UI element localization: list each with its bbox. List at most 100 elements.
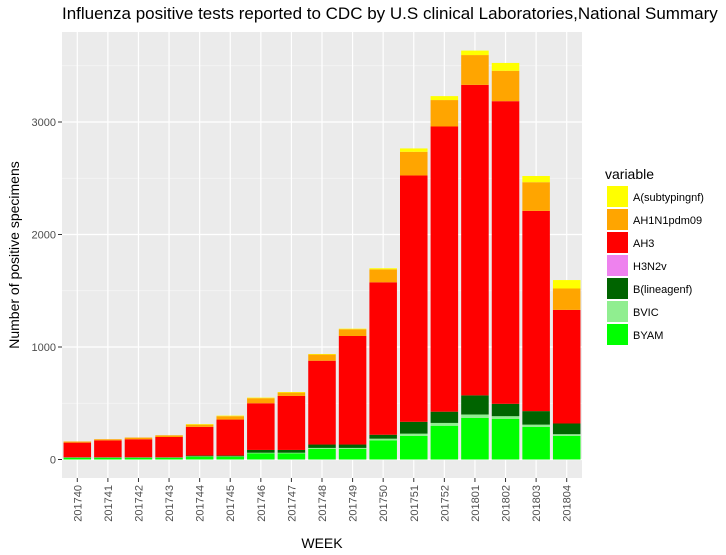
x-tick-label: 201741 [103, 485, 115, 522]
bar-segment [247, 453, 275, 460]
x-tick-label: 201746 [256, 485, 268, 522]
legend-swatch [607, 324, 628, 345]
bar-segment [308, 444, 336, 448]
y-axis-title: Number of positive specimens [6, 161, 22, 349]
x-axis: 201740 201741 201742 201743 201744 201745 2017… [72, 478, 574, 522]
legend-title: variable [605, 166, 654, 182]
bar-segment [400, 435, 428, 460]
bar-segment [369, 268, 397, 270]
bar-segment [522, 426, 550, 460]
bar-segment [63, 441, 92, 443]
bar-segment [369, 269, 397, 283]
legend-label: A(subtypingnf) [633, 192, 704, 204]
bar-segment [552, 280, 581, 289]
bar-segment [277, 453, 306, 460]
legend-label: AH3 [633, 238, 654, 250]
bar-segment [94, 440, 122, 458]
bar-segment [124, 437, 153, 440]
legend-label: B(lineagenf) [633, 284, 692, 296]
bar-segment [430, 126, 459, 412]
bar-segment [400, 421, 428, 434]
x-tick-label: 201740 [72, 485, 84, 522]
legend-swatch [607, 278, 628, 299]
bar-segment [277, 392, 306, 396]
bar-segment [369, 440, 397, 460]
bar-segment [400, 433, 428, 436]
bar-segment [491, 419, 520, 460]
x-tick-label: 201745 [225, 485, 237, 522]
bar-segment [216, 415, 244, 417]
bar-segment [461, 395, 489, 415]
legend-label: H3N2v [633, 261, 667, 273]
x-axis-title: WEEK [301, 535, 343, 551]
bar-segment [63, 442, 92, 458]
bar-segment [247, 403, 275, 450]
bar-segment [185, 426, 214, 456]
bar-segment [461, 50, 489, 56]
bar-segment [247, 397, 275, 399]
x-tick-label: 201747 [286, 485, 298, 522]
bar-segment [491, 416, 520, 419]
bar-segment [124, 457, 153, 460]
bar-segment [124, 439, 153, 458]
bar-segment [247, 452, 275, 454]
bar-segment [491, 62, 520, 71]
legend: variable A(subtypingnf) AH1N1pdm09 AH3 H3N2… [605, 166, 704, 345]
x-tick-label: 201749 [348, 485, 360, 522]
bar-segment [552, 288, 581, 310]
bar-segment [552, 434, 581, 436]
bar-segment [94, 457, 122, 460]
bar-segment [308, 353, 336, 355]
bar-segment [430, 425, 459, 460]
legend-label: AH1N1pdm09 [633, 215, 702, 227]
bar-segment [522, 424, 550, 427]
bar-segment [308, 447, 336, 449]
bar-segment [247, 449, 275, 453]
bar-segment [461, 414, 489, 418]
bar-segment [491, 403, 520, 417]
x-tick-label: 201801 [470, 485, 482, 522]
bar-segment [185, 456, 214, 460]
bar-segment [338, 444, 367, 448]
x-tick-label: 201804 [562, 485, 574, 522]
y-tick-label: 0 [50, 455, 56, 467]
bar-segment [155, 437, 183, 458]
bar-segment [308, 448, 336, 460]
bar-segment [369, 282, 397, 435]
bar-segment [185, 424, 214, 425]
bar-segment [461, 55, 489, 85]
y-tick-label: 2000 [32, 230, 56, 242]
bar-segment [338, 329, 367, 336]
bar-segment [552, 309, 581, 424]
legend-label: BYAM [633, 330, 663, 342]
bar-segment [308, 360, 336, 445]
bar-segment [430, 100, 459, 127]
bar-segment [185, 455, 214, 457]
bar-segment [491, 101, 520, 404]
bar-segment [338, 335, 367, 445]
bar-segment [277, 395, 306, 450]
x-tick-label: 201743 [164, 485, 176, 522]
bar-segment [400, 151, 428, 176]
legend-swatch [607, 209, 628, 230]
bar-segment [155, 435, 183, 437]
bars [63, 50, 581, 460]
x-tick-label: 201748 [317, 485, 329, 522]
bar-segment [552, 423, 581, 435]
bar-segment [277, 392, 306, 393]
bar-segment [400, 175, 428, 422]
x-tick-label: 201802 [501, 485, 513, 522]
bar-segment [308, 354, 336, 361]
bar-segment [430, 411, 459, 423]
bar-segment [277, 449, 306, 453]
x-tick-label: 201752 [439, 485, 451, 522]
bar-segment [369, 434, 397, 439]
bar-segment [552, 435, 581, 460]
bar-segment [369, 438, 397, 441]
bar-segment [461, 84, 489, 396]
y-axis: 0 1000 2000 3000 [32, 117, 62, 467]
bar-segment [185, 424, 214, 427]
bar-segment [522, 176, 550, 183]
legend-label: BVIC [633, 307, 659, 319]
bar-segment [461, 417, 489, 460]
